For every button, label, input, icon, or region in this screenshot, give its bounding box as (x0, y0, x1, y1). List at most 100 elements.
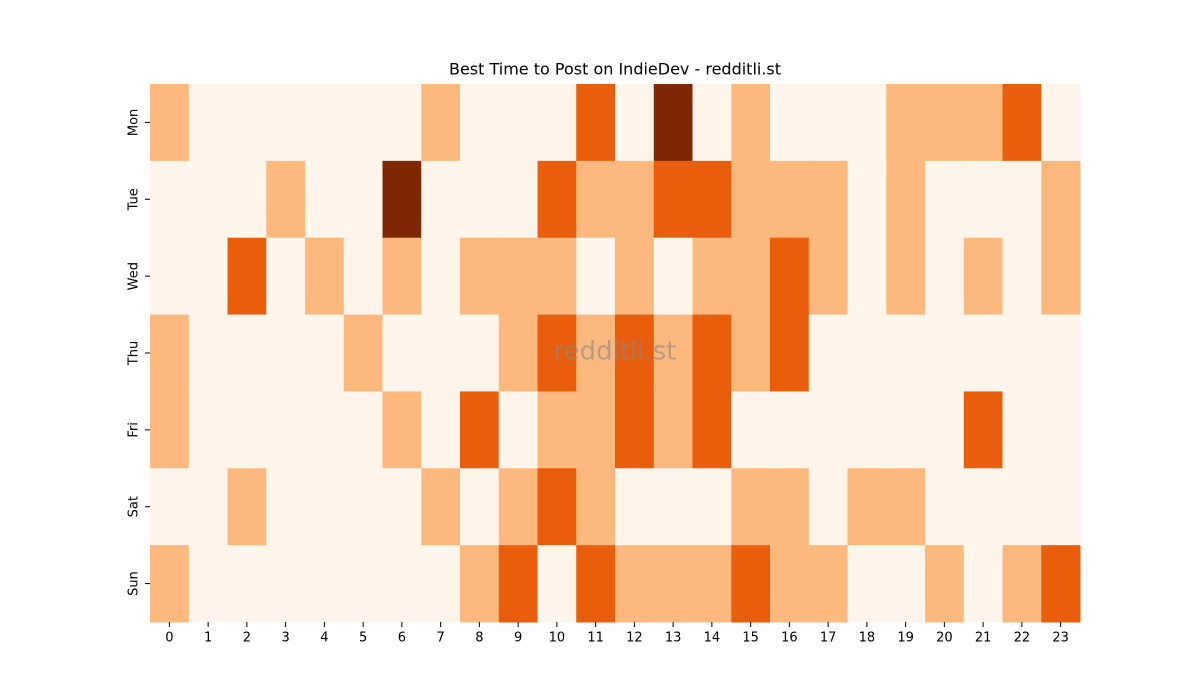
heat-cell (925, 84, 965, 162)
heat-cell (692, 391, 732, 469)
heat-cell (925, 314, 965, 392)
x-tick-label: 5 (359, 631, 367, 646)
heat-cell (382, 314, 422, 392)
heat-cell (382, 160, 422, 239)
heat-cell (1002, 160, 1042, 239)
heat-cell (925, 160, 965, 239)
heat-cell (1002, 314, 1042, 392)
heat-cell (576, 545, 616, 623)
heat-cell (266, 468, 306, 546)
heat-cell (692, 468, 732, 546)
heat-cell (731, 391, 771, 469)
heat-cell (886, 468, 926, 546)
heat-cell (305, 545, 345, 623)
heat-cell (537, 314, 577, 392)
heat-cell (537, 237, 577, 316)
heat-cell (537, 160, 577, 239)
heatmap-cells (150, 84, 1081, 623)
x-tick-label: 15 (742, 631, 759, 646)
heat-cell (653, 314, 693, 392)
heat-cell (692, 160, 732, 239)
heat-cell (266, 545, 306, 623)
x-tick-label: 23 (1052, 631, 1069, 646)
heat-cell (227, 391, 267, 469)
heat-cell (460, 314, 500, 392)
heat-cell (382, 237, 422, 316)
x-tick-label: 2 (243, 631, 251, 646)
heat-cell (266, 314, 306, 392)
heat-cell (808, 468, 848, 546)
x-tick-label: 12 (626, 631, 643, 646)
heat-cell (692, 84, 732, 162)
heat-cell (925, 545, 965, 623)
x-tick-label: 9 (514, 631, 522, 646)
heat-cell (227, 160, 267, 239)
y-tick-label: Sat (127, 496, 142, 517)
heat-cell (1002, 237, 1042, 316)
watermark: redditli.st (554, 337, 677, 367)
x-tick-label: 20 (936, 631, 953, 646)
heat-cell (886, 314, 926, 392)
heat-cell (460, 237, 500, 316)
heat-cell (498, 237, 538, 316)
heat-cell (963, 314, 1003, 392)
heat-cell (925, 237, 965, 316)
heat-cell (460, 84, 500, 162)
heat-cell (188, 545, 228, 623)
heat-cell (770, 237, 810, 316)
heat-cell (537, 84, 577, 162)
x-tick-label: 22 (1014, 631, 1031, 646)
heat-cell (460, 391, 500, 469)
heat-cell (653, 391, 693, 469)
heat-cell (227, 237, 267, 316)
heat-cell (421, 314, 461, 392)
heat-cell (266, 391, 306, 469)
heat-cell (886, 84, 926, 162)
heat-cell (343, 391, 383, 469)
heat-cell (1002, 468, 1042, 546)
heat-cell (1041, 160, 1081, 239)
heat-cell (963, 391, 1003, 469)
y-tick-label: Mon (127, 109, 142, 136)
x-tick-label: 0 (165, 631, 173, 646)
heat-cell (421, 391, 461, 469)
heat-cell (886, 237, 926, 316)
heat-cell (731, 160, 771, 239)
heat-cell (1041, 391, 1081, 469)
heat-cell (1002, 84, 1042, 162)
heat-cell (305, 314, 345, 392)
heat-cell (963, 545, 1003, 623)
y-tick-label: Tue (127, 188, 142, 211)
heat-cell (615, 468, 655, 546)
heat-cell (150, 391, 190, 469)
heat-cell (847, 160, 887, 239)
heat-cell (343, 545, 383, 623)
heat-cell (305, 84, 345, 162)
x-tick-label: 21 (975, 631, 992, 646)
heat-cell (150, 545, 190, 623)
heat-cell (343, 237, 383, 316)
heat-cell (770, 545, 810, 623)
heat-cell (808, 314, 848, 392)
heat-cell (343, 84, 383, 162)
heat-cell (731, 237, 771, 316)
heat-cell (731, 468, 771, 546)
heat-cell (266, 160, 306, 239)
heat-cell (421, 237, 461, 316)
heat-cell (847, 314, 887, 392)
heat-cell (188, 468, 228, 546)
y-tick-label: Thu (127, 341, 142, 366)
x-tick-label: 18 (859, 631, 876, 646)
x-tick-label: 10 (549, 631, 566, 646)
heat-cell (305, 160, 345, 239)
heat-cell (576, 237, 616, 316)
heat-cell (421, 84, 461, 162)
heat-cell (847, 237, 887, 316)
heat-cell (808, 545, 848, 623)
heat-cell (498, 391, 538, 469)
heat-cell (537, 391, 577, 469)
heat-cell (847, 468, 887, 546)
heat-cell (847, 84, 887, 162)
heat-cell (498, 84, 538, 162)
